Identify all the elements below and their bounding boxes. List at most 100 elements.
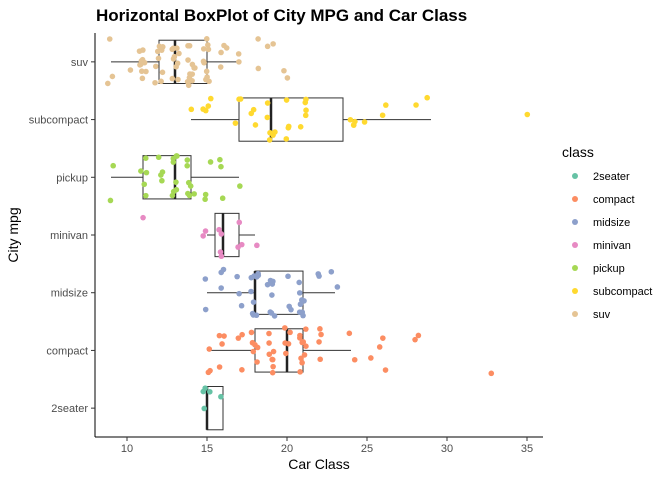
data-point <box>270 363 276 370</box>
box-iqr <box>142 155 192 200</box>
data-point <box>236 59 242 65</box>
data-point <box>185 42 191 49</box>
legend-title: class <box>562 144 594 160</box>
data-point <box>316 339 322 345</box>
data-point <box>104 80 111 87</box>
data-point <box>271 313 278 319</box>
data-point <box>174 45 180 51</box>
data-point <box>202 228 209 234</box>
legend-label: 2seater <box>593 171 630 183</box>
outlier-point <box>382 367 389 373</box>
data-point <box>266 351 273 358</box>
data-point <box>318 331 324 338</box>
legend-label: minivan <box>593 240 631 252</box>
x-tick-label: 20 <box>281 443 293 455</box>
data-point <box>159 69 166 76</box>
legend-key <box>572 242 578 248</box>
data-point <box>379 112 386 119</box>
data-point <box>106 36 113 42</box>
legend-key <box>572 196 578 202</box>
data-point <box>250 348 257 355</box>
data-point <box>297 335 303 341</box>
data-point <box>376 344 383 350</box>
x-tick-label: 15 <box>201 443 213 455</box>
data-point <box>297 124 304 130</box>
data-point <box>264 281 271 288</box>
data-point <box>287 329 293 336</box>
data-point <box>174 60 181 67</box>
outlier-point <box>368 355 374 361</box>
data-point <box>317 356 323 363</box>
data-point <box>200 233 206 239</box>
data-point <box>139 59 145 65</box>
box-iqr <box>214 212 240 258</box>
x-tick-label: 10 <box>121 443 133 455</box>
y-tick-label: suv <box>71 57 89 69</box>
data-point <box>301 298 307 304</box>
legend-key <box>572 219 578 225</box>
data-point <box>205 369 212 376</box>
data-point <box>143 169 150 176</box>
legend-label: midsize <box>593 217 630 229</box>
outlier-point <box>264 43 271 50</box>
data-point <box>155 154 162 161</box>
data-point <box>267 309 274 315</box>
legend-key <box>572 288 578 294</box>
data-point <box>267 129 273 136</box>
data-point <box>136 48 143 54</box>
data-point <box>235 51 242 57</box>
y-tick-label: compact <box>46 345 88 357</box>
data-point <box>188 106 195 113</box>
data-point <box>200 106 206 112</box>
data-point <box>143 192 149 199</box>
outlier-point <box>380 335 386 341</box>
data-point <box>200 58 207 65</box>
data-point <box>207 159 214 165</box>
data-point <box>143 68 149 75</box>
data-point <box>217 249 224 255</box>
data-point <box>269 369 276 376</box>
data-point <box>254 242 260 249</box>
y-axis-title: City mpg <box>5 207 21 262</box>
data-point <box>413 102 419 108</box>
data-point <box>138 168 144 174</box>
data-point <box>236 290 242 297</box>
y-tick-label: pickup <box>56 172 88 184</box>
data-point <box>298 355 304 362</box>
data-point <box>264 100 271 106</box>
data-point <box>203 36 210 42</box>
data-point <box>205 103 212 109</box>
data-point <box>216 332 223 339</box>
data-point <box>302 99 309 106</box>
data-point <box>351 356 358 363</box>
data-point <box>296 290 303 296</box>
data-point <box>216 364 223 370</box>
data-point <box>221 333 227 339</box>
data-point <box>270 348 277 355</box>
data-point <box>107 197 114 204</box>
data-point <box>299 359 305 366</box>
data-point <box>153 63 159 70</box>
box-iqr <box>254 270 304 315</box>
data-point <box>267 277 274 284</box>
data-point <box>154 48 161 55</box>
data-point <box>202 276 209 282</box>
data-point <box>283 350 289 357</box>
data-point <box>254 359 260 365</box>
data-point <box>234 273 240 280</box>
data-point <box>269 292 275 298</box>
y-tick-label: minivan <box>50 230 88 242</box>
data-point <box>346 330 353 337</box>
data-point <box>185 190 191 197</box>
data-point <box>169 75 176 82</box>
data-point <box>207 95 214 102</box>
outlier-point <box>284 75 291 81</box>
data-point <box>221 42 227 49</box>
data-point <box>334 284 341 290</box>
legend-label: suv <box>593 309 611 321</box>
data-point <box>207 388 213 395</box>
data-point <box>206 346 213 352</box>
data-point <box>189 61 196 68</box>
data-point <box>248 288 254 295</box>
data-point <box>138 68 145 75</box>
